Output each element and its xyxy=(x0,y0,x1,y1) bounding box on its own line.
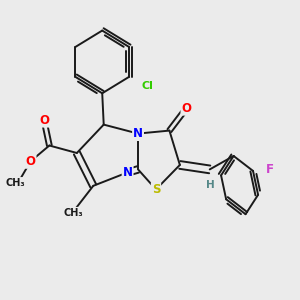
Text: CH₃: CH₃ xyxy=(5,178,25,188)
Text: H: H xyxy=(206,180,215,190)
Text: O: O xyxy=(39,114,49,127)
Text: CH₃: CH₃ xyxy=(63,208,83,218)
Text: N: N xyxy=(133,127,143,140)
Text: F: F xyxy=(266,163,273,176)
Text: Cl: Cl xyxy=(141,81,153,91)
Text: O: O xyxy=(182,102,191,115)
Text: S: S xyxy=(152,183,160,196)
Text: N: N xyxy=(123,166,133,179)
Text: O: O xyxy=(26,155,36,168)
